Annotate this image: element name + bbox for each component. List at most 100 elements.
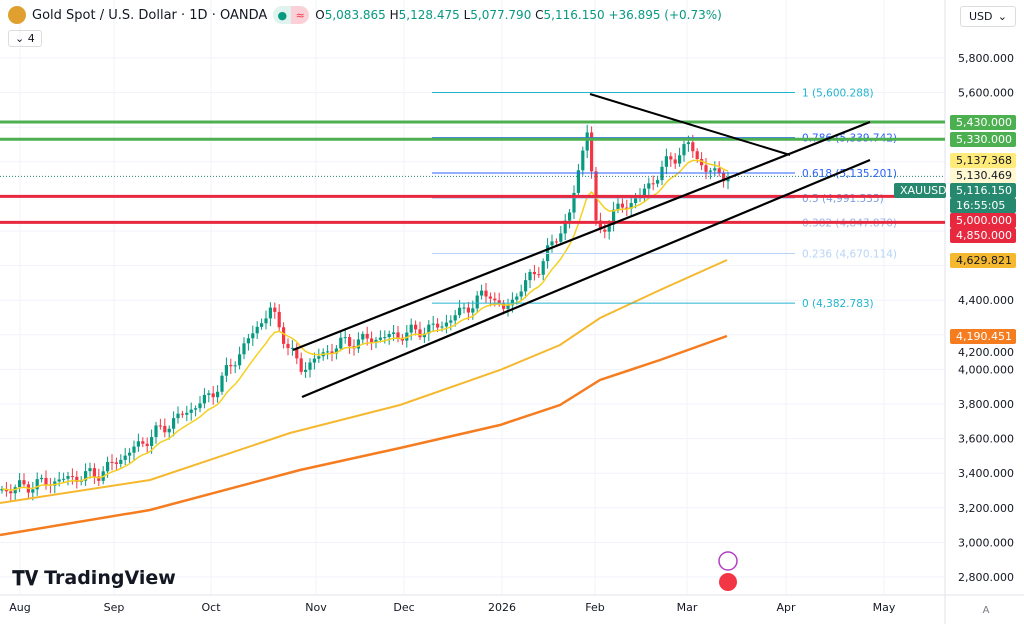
candle bbox=[268, 302, 272, 327]
candle-body bbox=[343, 337, 347, 339]
candle-body bbox=[260, 323, 264, 327]
candle-body bbox=[286, 343, 290, 349]
candle bbox=[616, 198, 620, 214]
candle bbox=[180, 410, 184, 418]
candle bbox=[255, 321, 259, 339]
candle-body bbox=[506, 305, 510, 309]
candle-body bbox=[167, 428, 171, 433]
candle-body bbox=[255, 326, 259, 334]
candle-body bbox=[40, 477, 44, 480]
candle-body bbox=[242, 343, 246, 355]
price-axis-label: 3,000.000 bbox=[958, 536, 1014, 549]
candle-body bbox=[312, 358, 316, 363]
time-axis-label: Feb bbox=[585, 601, 604, 614]
candle bbox=[158, 418, 162, 430]
candle bbox=[295, 343, 299, 365]
bar-countdown: 16:55:05 bbox=[950, 197, 1016, 213]
candle-body bbox=[515, 296, 519, 300]
price-tag: 4,190.451 bbox=[950, 328, 1016, 344]
candle bbox=[189, 402, 193, 421]
candle bbox=[427, 320, 431, 342]
candle-body bbox=[154, 425, 158, 438]
time-axis-label: Nov bbox=[305, 601, 327, 614]
candle bbox=[330, 343, 334, 362]
candle bbox=[581, 146, 585, 176]
channel-lower-trendline bbox=[301, 158, 871, 399]
candle-body bbox=[370, 338, 374, 343]
ma-50-line bbox=[0, 259, 728, 504]
candle bbox=[211, 385, 215, 405]
candle-body bbox=[374, 339, 378, 343]
candle-body bbox=[246, 338, 250, 344]
candle-body bbox=[224, 365, 228, 376]
auto-scale-button[interactable]: A bbox=[983, 605, 990, 616]
candle-body bbox=[488, 296, 492, 299]
candle-body bbox=[299, 358, 303, 372]
candle bbox=[541, 258, 545, 281]
candle bbox=[141, 437, 145, 448]
indicators-toggle[interactable]: ⌄ 4 bbox=[8, 30, 42, 47]
candle-body bbox=[31, 489, 35, 493]
candle-body bbox=[348, 337, 352, 347]
candle bbox=[576, 163, 580, 197]
candle-body bbox=[53, 481, 57, 486]
candle-body bbox=[84, 471, 88, 481]
candle bbox=[273, 302, 277, 319]
candle bbox=[163, 418, 167, 438]
fib-level-label: 0.618 (5,135.201) bbox=[802, 168, 897, 180]
candle-body bbox=[44, 477, 48, 485]
candle bbox=[282, 322, 286, 349]
candle-body bbox=[673, 159, 677, 164]
candle bbox=[40, 474, 44, 483]
market-status[interactable]: ● ≈ bbox=[273, 6, 310, 24]
currency-select[interactable]: USD ⌄ bbox=[960, 6, 1016, 27]
candle bbox=[422, 327, 426, 343]
time-axis-label: Mar bbox=[677, 601, 698, 614]
candle bbox=[286, 338, 290, 356]
symbol-title[interactable]: Gold Spot / U.S. Dollar · 1D · OANDA bbox=[32, 7, 268, 23]
candle bbox=[370, 331, 374, 351]
fib-level-label: 1 (5,600.288) bbox=[802, 88, 874, 100]
candle-body bbox=[647, 183, 651, 189]
symbol-header: Gold Spot / U.S. Dollar · 1D · OANDA ● ≈ … bbox=[8, 6, 722, 24]
candle-body bbox=[519, 291, 523, 297]
price-tag: 4,850.000 bbox=[950, 227, 1016, 243]
candle-body bbox=[717, 168, 721, 174]
candle-body bbox=[572, 192, 576, 213]
symbol-tag: XAUUSD bbox=[894, 182, 946, 198]
candle bbox=[506, 298, 510, 317]
price-axis-label: 3,200.000 bbox=[958, 502, 1014, 515]
candle bbox=[651, 175, 655, 191]
candle bbox=[713, 161, 717, 176]
candle bbox=[264, 310, 268, 330]
candle bbox=[378, 330, 382, 343]
candle-body bbox=[392, 332, 396, 334]
candle-body bbox=[708, 170, 712, 172]
candle-body bbox=[700, 159, 704, 166]
candle-body bbox=[304, 369, 308, 372]
candle-body bbox=[378, 337, 382, 340]
candle-body bbox=[704, 165, 708, 172]
candle-body bbox=[150, 437, 154, 447]
candle-body bbox=[106, 461, 110, 472]
candle bbox=[132, 440, 136, 461]
price-axis-label: 4,000.000 bbox=[958, 363, 1014, 376]
candle bbox=[299, 352, 303, 375]
candle bbox=[9, 484, 13, 501]
price-tag: 5,430.000 bbox=[950, 114, 1016, 130]
candle-body bbox=[563, 220, 567, 234]
candle-body bbox=[590, 132, 594, 172]
candle bbox=[559, 226, 563, 246]
price-axis-label: 3,600.000 bbox=[958, 433, 1014, 446]
candle bbox=[22, 473, 26, 489]
candle bbox=[669, 152, 673, 167]
candle bbox=[290, 340, 294, 356]
candle bbox=[304, 362, 308, 378]
candle bbox=[18, 473, 22, 493]
candle-body bbox=[365, 333, 369, 339]
candle-body bbox=[418, 329, 422, 338]
us-flag-event-icon bbox=[719, 573, 737, 591]
candle-body bbox=[598, 220, 602, 230]
candle-body bbox=[172, 418, 176, 429]
